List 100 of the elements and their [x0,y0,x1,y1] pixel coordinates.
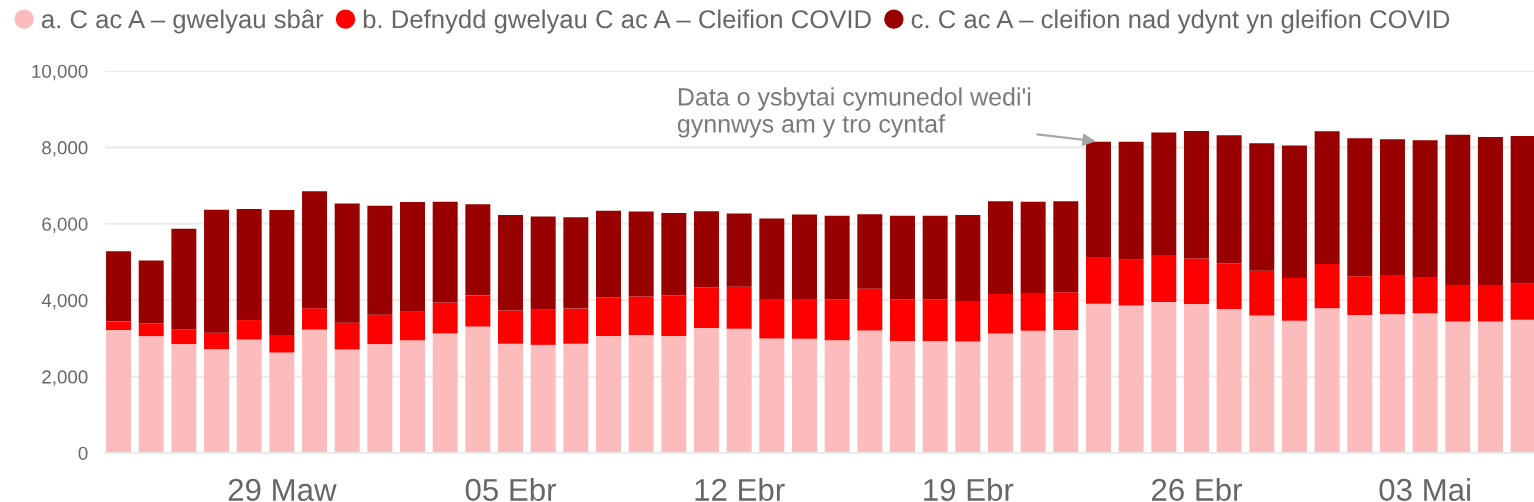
bar [661,213,687,296]
bar [1412,313,1438,453]
bar [1216,308,1242,453]
bar [498,215,523,311]
bar [694,211,719,288]
legend-label: a. C ac A – gwelyau sbâr [41,9,324,34]
bar [694,328,719,453]
bar [1445,284,1471,322]
bar [106,251,132,322]
legend-label: b. Defnydd gwelyau C ac A – Cleifion COVID [363,9,871,34]
bar [596,210,621,298]
bar [759,218,785,300]
bar [171,344,197,453]
bar [987,201,1013,295]
bar [726,286,752,329]
bar [596,297,621,337]
bar [563,343,589,453]
bar [1314,263,1340,309]
bar [400,340,426,453]
bar [661,336,687,453]
bar [1118,141,1144,260]
bar [138,260,164,324]
bar [400,202,426,312]
bar [530,344,556,453]
bar [792,299,817,339]
bar [922,299,948,342]
bar [1281,145,1307,279]
bar [759,338,785,453]
bar [1477,321,1503,453]
bar [1510,135,1534,284]
bar [498,310,523,344]
bar [759,299,785,339]
y-tick-label: 4,000 [41,293,88,310]
bar [824,340,850,453]
bar [1053,292,1079,330]
bar [1477,137,1503,285]
bar [465,326,491,453]
bar [432,302,458,334]
bar [824,299,850,341]
bar [236,208,262,321]
bar [302,308,328,330]
bar [1412,140,1438,277]
bar [889,215,915,300]
x-tick-label: 29 Maw [228,478,337,501]
y-tick-label: 8,000 [42,141,88,157]
x-tick-label: 12 Ebr [695,478,785,501]
bar [889,299,915,342]
bar [367,314,393,345]
bar [1281,278,1307,321]
bar [1445,134,1471,285]
bar [171,228,197,330]
bar [1412,276,1438,314]
bar [1314,131,1340,264]
bar [987,294,1013,334]
bar [1151,132,1177,256]
bar [922,341,948,453]
legend-label: c. C ac A – cleifion nad ydynt yn gleifion COVID [911,9,1450,34]
bar [302,329,328,453]
bar [694,287,719,329]
bar [334,203,360,323]
bar [1347,138,1373,277]
bar [269,210,295,335]
bar [302,191,328,309]
bar [726,213,752,287]
bar [857,214,883,289]
bar [171,329,197,345]
bar [1216,263,1242,309]
bar [792,338,817,453]
x-tick-label: 03 Mai [1379,478,1470,501]
bar [1314,308,1340,453]
bar [269,334,295,353]
bar [204,349,230,453]
bar [367,205,393,315]
bar [334,349,360,453]
bar [628,334,654,453]
x-tick-label: 19 Ebr [924,478,1014,501]
bar [563,308,589,344]
bar [1020,292,1046,331]
bar [1053,329,1079,453]
bar [1510,319,1534,453]
bar [236,339,262,453]
bar [987,333,1013,453]
bar [1118,305,1144,453]
bar [1477,284,1503,322]
bar [1281,320,1307,453]
bar [204,209,230,333]
bar [1085,257,1111,304]
y-tick-label: 6,000 [42,217,88,233]
bar [138,336,164,453]
bar [661,295,687,337]
bar [1249,315,1275,453]
bar [269,352,295,453]
bar [204,332,230,350]
bar [1118,259,1144,306]
bar [955,215,981,301]
bar [530,216,556,310]
bar [1085,141,1111,258]
bar [1249,143,1275,271]
bar [824,215,850,300]
bar [792,214,817,300]
